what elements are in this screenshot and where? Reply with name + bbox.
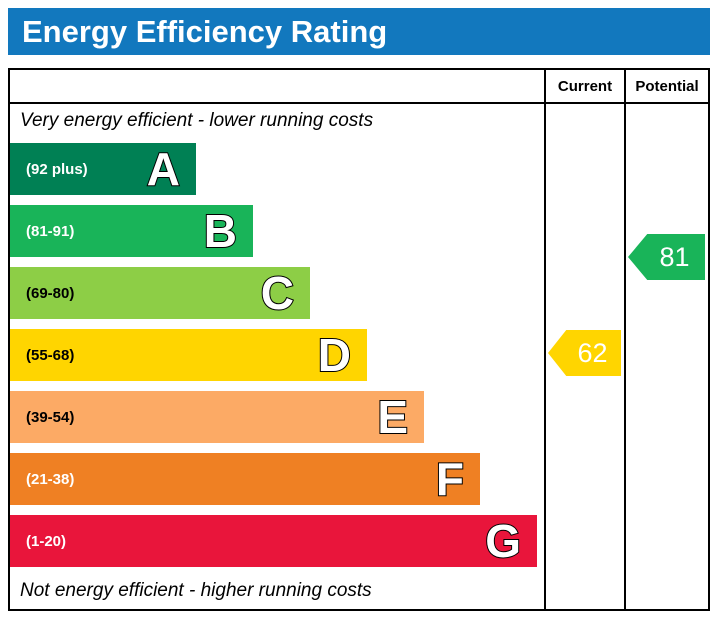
header-spacer [10,70,544,104]
band-a-bar: (92 plus) A [10,143,196,195]
epc-chart: Current Potential Very energy efficient … [8,68,710,611]
band-b-range: (81-91) [26,222,75,240]
band-d-range: (55-68) [26,346,75,364]
band-row-g: (1-20) G [10,510,544,572]
band-row-a: (92 plus) A [10,138,544,200]
band-e-bar: (39-54) E [10,391,424,443]
potential-column-header: Potential [624,70,708,104]
band-c-letter: C [260,267,295,319]
bands-area: Very energy efficient - lower running co… [10,104,544,609]
potential-rating-arrow: 81 [628,234,705,280]
band-row-f: (21-38) F [10,448,544,510]
band-d-bar: (55-68) D [10,329,367,381]
current-rating-arrow: 62 [548,330,621,376]
band-g-range: (1-20) [26,532,67,550]
band-row-c: (69-80) C [10,262,544,324]
band-c-bar: (69-80) C [10,267,310,319]
bottom-note: Not energy efficient - higher running co… [20,579,372,601]
current-rating-value: 62 [577,337,608,368]
page-title: Energy Efficiency Rating [22,13,388,49]
band-g-bar: (1-20) G [10,515,537,567]
top-note: Very energy efficient - lower running co… [20,110,374,131]
band-f-letter: F [435,453,465,505]
potential-rating-value: 81 [659,241,690,272]
band-row-d: (55-68) D [10,324,544,386]
band-row-b: (81-91) B [10,200,544,262]
current-column: 62 [544,104,624,609]
band-d-letter: D [317,329,352,381]
band-e-range: (39-54) [26,408,75,426]
band-b-bar: (81-91) B [10,205,253,257]
band-b-letter: B [203,205,238,257]
title-bar: Energy Efficiency Rating [8,8,710,55]
potential-column: 81 [624,104,708,609]
band-a-letter: A [146,143,181,195]
band-f-bar: (21-38) F [10,453,480,505]
band-row-e: (39-54) E [10,386,544,448]
band-e-letter: E [376,391,409,443]
band-g-letter: G [484,515,522,567]
current-column-header: Current [544,70,624,104]
band-f-range: (21-38) [26,470,75,488]
band-c-range: (69-80) [26,284,75,302]
band-a-range: (92 plus) [26,160,88,178]
